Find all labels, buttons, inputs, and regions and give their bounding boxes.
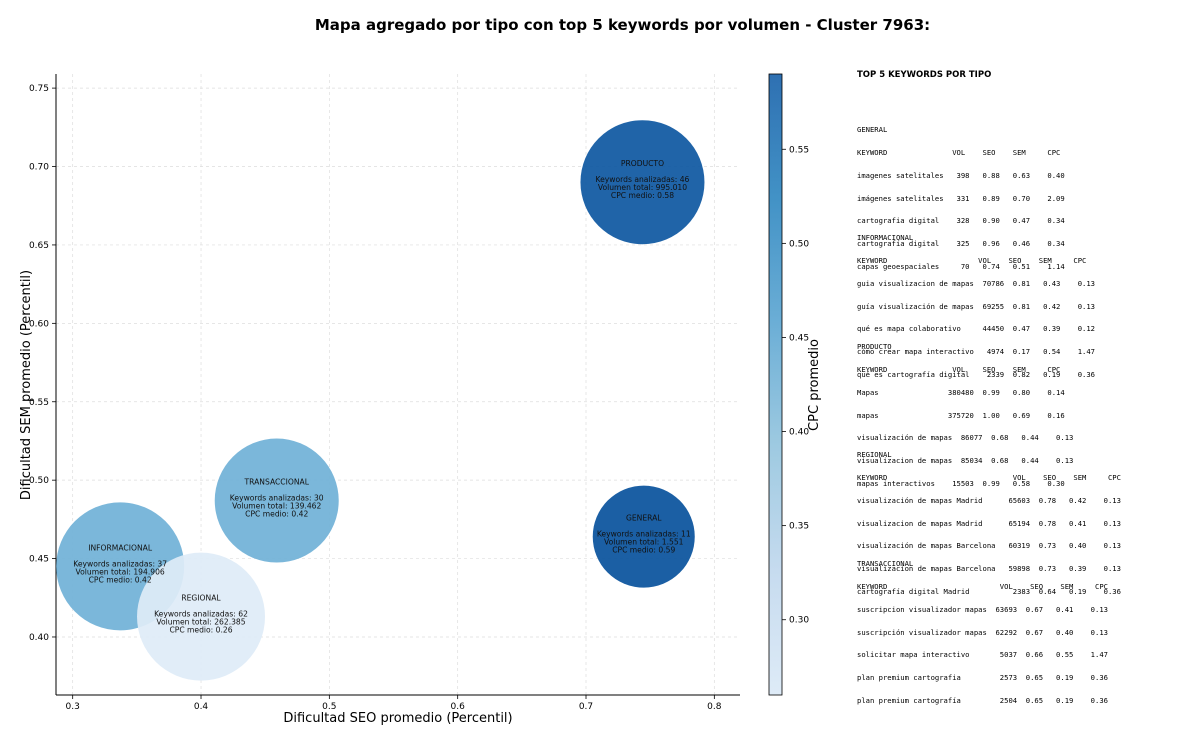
bubble-info-label: CPC medio: 0.42 [245, 510, 308, 519]
group-name: TRANSACCIONAL [857, 559, 914, 569]
x-tick-label: 0.8 [707, 702, 722, 712]
group-line: mapas 375720 1.00 0.69 0.16 [857, 410, 1065, 420]
x-tick-label: 0.6 [451, 702, 466, 712]
group-line: Mapas 380480 0.99 0.80 0.14 [857, 387, 1065, 397]
bubble-info-label: Keywords analizadas: 46 [596, 175, 690, 184]
x-tick-label: 0.3 [66, 702, 80, 712]
bubble-info-label: CPC medio: 0.59 [612, 546, 675, 555]
group-line: cartografía digital 325 0.96 0.46 0.34 [857, 239, 1065, 249]
group-producto: PRODUCTO KEYWORD VOL SEO SEM CPC Mapas 3… [857, 328, 1073, 503]
group-name: GENERAL [857, 125, 888, 135]
bubble-regional [137, 552, 266, 681]
group-line: qué es mapa colaborativo 44450 0.47 0.39… [857, 324, 1095, 334]
y-tick-label: 0.55 [29, 398, 49, 408]
colorbar-tick-label: 0.55 [789, 145, 809, 155]
y-tick-label: 0.60 [29, 319, 49, 329]
y-tick-label: 0.45 [29, 555, 49, 565]
bubble-producto [580, 120, 705, 245]
group-line: visualizacion de mapas Barcelona 59898 0… [857, 564, 1121, 574]
bubble-info-label: CPC medio: 0.26 [169, 626, 232, 635]
chart-title: Mapa agregado por tipo con top 5 keyword… [314, 16, 931, 34]
bubble-info-label: Volumen total: 1.551 [604, 538, 684, 547]
group-line: KEYWORD VOL SEO SEM CPC [857, 255, 1087, 265]
bubble-general [592, 485, 695, 588]
group-line: suscripción visualizador mapas 62292 0.6… [857, 627, 1108, 637]
group-line: KEYWORD VOL SEO SEM CPC [857, 581, 1108, 591]
group-line: plan premium cartografía 2504 0.65 0.19 … [857, 695, 1108, 705]
group-line: suscripcion visualizador mapas 63693 0.6… [857, 604, 1108, 614]
group-line: visualización de mapas Madrid 65603 0.78… [857, 495, 1121, 505]
group-line: qué es cartografía digital 2339 0.82 0.1… [857, 369, 1095, 379]
group-line: guía visualización de mapas 69255 0.81 0… [857, 301, 1095, 311]
y-tick-label: 0.40 [29, 633, 49, 643]
group-line: solicitar mapa interactivo 5037 0.66 0.5… [857, 650, 1108, 660]
bubble-info-label: Keywords analizadas: 62 [154, 610, 248, 619]
y-tick-label: 0.70 [29, 163, 49, 173]
group-line: visualización de mapas 86077 0.68 0.44 0… [857, 433, 1074, 443]
bubble-info-label: CPC medio: 0.58 [611, 191, 674, 200]
colorbar-tick-label: 0.40 [789, 428, 809, 438]
bubble-info-label: Volumen total: 995.010 [598, 183, 687, 192]
group-general: GENERAL KEYWORD VOL SEO SEM CPC imagenes… [857, 111, 1065, 286]
colorbar-tick-label: 0.35 [789, 522, 809, 532]
colorbar-tick-label: 0.45 [789, 333, 809, 343]
colorbar-tick-label: 0.30 [789, 616, 809, 626]
group-line: imágenes satelitales 331 0.89 0.70 2.09 [857, 193, 1065, 203]
x-tick-label: 0.5 [322, 702, 336, 712]
y-axis-label: Dificultad SEM promedio (Percentil) [19, 270, 34, 500]
panel-title: TOP 5 KEYWORDS POR TIPO [857, 70, 992, 80]
bubble-info-label: Volumen total: 139.462 [232, 502, 321, 511]
y-tick-label: 0.65 [29, 241, 49, 251]
colorbar: 0.30 0.35 0.40 0.45 0.50 0.55 [768, 73, 809, 696]
group-name: REGIONAL [857, 450, 892, 460]
bubble-info-label: Keywords analizadas: 11 [597, 530, 691, 539]
bubble-name-label: INFORMACIONAL [88, 543, 153, 552]
group-line: visualizacion de mapas Madrid 65194 0.78… [857, 518, 1121, 528]
bubble-name-label: PRODUCTO [621, 159, 664, 168]
group-informacional: INFORMACIONAL KEYWORD VOL SEO SEM CPC gu… [857, 219, 1095, 394]
group-line: guia visualizacion de mapas 70786 0.81 0… [857, 278, 1095, 288]
group-name: INFORMACIONAL [857, 233, 914, 243]
axes: 0.3 0.4 0.5 0.6 0.7 0.8 0.40 0.45 0.50 0.55 0.60 0.… [29, 74, 740, 712]
y-tick-label: 0.75 [29, 84, 49, 94]
bubble-info-label: Keywords analizadas: 37 [73, 559, 167, 568]
group-regional: REGIONAL KEYWORD VOL SEO SEM CPC visuali… [857, 436, 1121, 611]
top-keywords-panel: TOP 5 KEYWORDS POR TIPO GENERAL KEYWORD … [857, 70, 1187, 704]
colorbar-label: CPC promedio [807, 339, 822, 431]
bubble-name-label: GENERAL [626, 514, 662, 523]
group-line: cartografia digital 328 0.90 0.47 0.34 [857, 216, 1065, 226]
colorbar-gradient [768, 73, 783, 696]
group-line: cartografía digital Madrid 2383 0.64 0.1… [857, 586, 1121, 596]
group-line: cómo crear mapa interactivo 4974 0.17 0.… [857, 347, 1095, 357]
x-tick-label: 0.7 [579, 702, 593, 712]
group-line: KEYWORD VOL SEO SEM CPC [857, 364, 1061, 374]
group-line: imagenes satelitales 398 0.88 0.63 0.40 [857, 170, 1065, 180]
group-line: visualizacion de mapas 85034 0.68 0.44 0… [857, 456, 1074, 466]
group-line: KEYWORD VOL SEO SEM CPC [857, 147, 1061, 157]
bubbles [56, 120, 705, 681]
bubble-name-label: REGIONAL [181, 594, 221, 603]
x-axis-label: Dificultad SEO promedio (Percentil) [283, 711, 512, 726]
bubble-name-label: TRANSACCIONAL [244, 478, 310, 487]
bubble-info-label: CPC medio: 0.42 [89, 575, 152, 584]
bubble-transaccional [214, 438, 339, 563]
x-tick-label: 0.4 [194, 702, 209, 712]
bubble-info-label: Volumen total: 194.906 [76, 567, 165, 576]
bubble-info-label: Volumen total: 262.385 [156, 618, 245, 627]
colorbar-tick-label: 0.50 [789, 239, 809, 249]
group-line: visualización de mapas Barcelona 60319 0… [857, 541, 1121, 551]
y-tick-label: 0.50 [29, 476, 49, 486]
bubble-info-label: Keywords analizadas: 30 [230, 494, 324, 503]
group-line: capas geoespaciales 70 0.74 0.51 1.14 [857, 261, 1065, 271]
group-line: plan premium cartografia 2573 0.65 0.19 … [857, 673, 1108, 683]
group-line: mapas interactivos 15503 0.99 0.58 0.30 [857, 478, 1065, 488]
group-transaccional: TRANSACCIONAL KEYWORD VOL SEO SEM CPC su… [857, 545, 1108, 720]
group-name: PRODUCTO [857, 342, 892, 352]
group-line: KEYWORD VOL SEO SEM CPC [857, 472, 1121, 482]
